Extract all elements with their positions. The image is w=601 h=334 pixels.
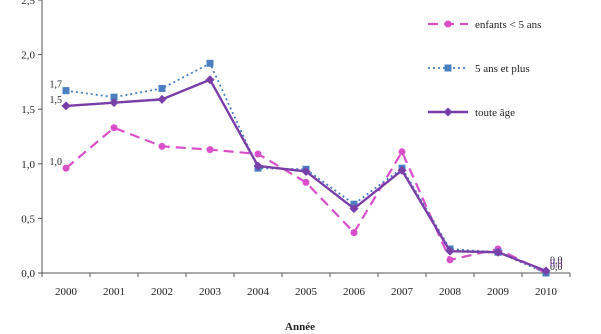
data-label: 1,5 [50, 95, 63, 106]
data-point [541, 266, 551, 276]
data-point [158, 84, 166, 92]
plot-area [61, 59, 551, 277]
y-tick-label: 2,5 [21, 0, 35, 7]
data-label: 1,7 [50, 80, 63, 91]
data-point [158, 142, 166, 150]
data-point [350, 229, 358, 237]
data-point [110, 93, 118, 101]
data-point [62, 87, 70, 95]
x-tick-label: 2004 [247, 286, 270, 298]
data-point [301, 166, 311, 176]
data-point [302, 178, 310, 186]
data-label: 0,0 [550, 255, 563, 266]
x-tick-label: 2008 [439, 286, 462, 298]
legend: enfants < 5 ans 5 ans et plus toute âge [428, 19, 541, 119]
legend-label: 5 ans et plus [475, 63, 530, 75]
data-point [157, 94, 167, 104]
legend-label: enfants < 5 ans [475, 19, 541, 31]
data-point [61, 101, 71, 111]
x-tick-label: 2003 [199, 286, 222, 298]
series-3 [61, 75, 551, 276]
x-tick-label: 2010 [535, 286, 558, 298]
data-point [253, 161, 263, 171]
y-tick-label: 2,0 [21, 50, 35, 62]
data-point [206, 146, 214, 154]
data-point [446, 256, 454, 264]
x-axis-title: Année [285, 321, 315, 333]
x-tick-label: 2002 [151, 286, 173, 298]
legend-marker [444, 20, 452, 28]
legend-marker [444, 64, 452, 72]
legend-marker [443, 107, 453, 117]
y-tick-label: 0,5 [21, 213, 35, 225]
y-tick-label: 0,0 [21, 268, 35, 280]
data-point [397, 165, 407, 175]
series-line [65, 126, 547, 274]
y-axis: 0,0 0,5 1,0 1,5 2,0 2,5 [21, 0, 43, 280]
legend-label: toute âge [475, 107, 515, 119]
data-point [254, 150, 262, 158]
data-point [205, 75, 215, 85]
series-line [65, 62, 547, 274]
x-tick-label: 2001 [103, 286, 125, 298]
x-tick-label: 2000 [55, 286, 78, 298]
legend-item: toute âge [428, 107, 515, 119]
data-labels: 1,71,51,00,00,00,0 [50, 80, 563, 273]
y-tick-label: 1,5 [21, 104, 35, 116]
data-point [493, 247, 503, 257]
data-point [109, 98, 119, 108]
data-point [62, 164, 70, 172]
x-axis: 2000 2001 2002 2003 2004 2005 2006 2007 2008 2009… [41, 272, 571, 298]
data-point [445, 246, 455, 256]
legend-item: enfants < 5 ans [428, 19, 541, 31]
x-tick-label: 2005 [295, 286, 318, 298]
data-point [398, 148, 406, 156]
data-point [349, 204, 359, 214]
data-point [110, 124, 118, 132]
x-tick-label: 2006 [343, 286, 366, 298]
data-point [206, 59, 214, 67]
data-label: 0,0 [550, 259, 563, 270]
data-label: 1,0 [50, 157, 63, 168]
data-label: 0,0 [550, 262, 563, 273]
legend-item: 5 ans et plus [428, 63, 530, 75]
x-tick-label: 2009 [487, 286, 510, 298]
series-1 [62, 124, 550, 277]
x-tick-label: 2007 [391, 286, 414, 298]
y-tick-label: 1,0 [21, 159, 35, 171]
